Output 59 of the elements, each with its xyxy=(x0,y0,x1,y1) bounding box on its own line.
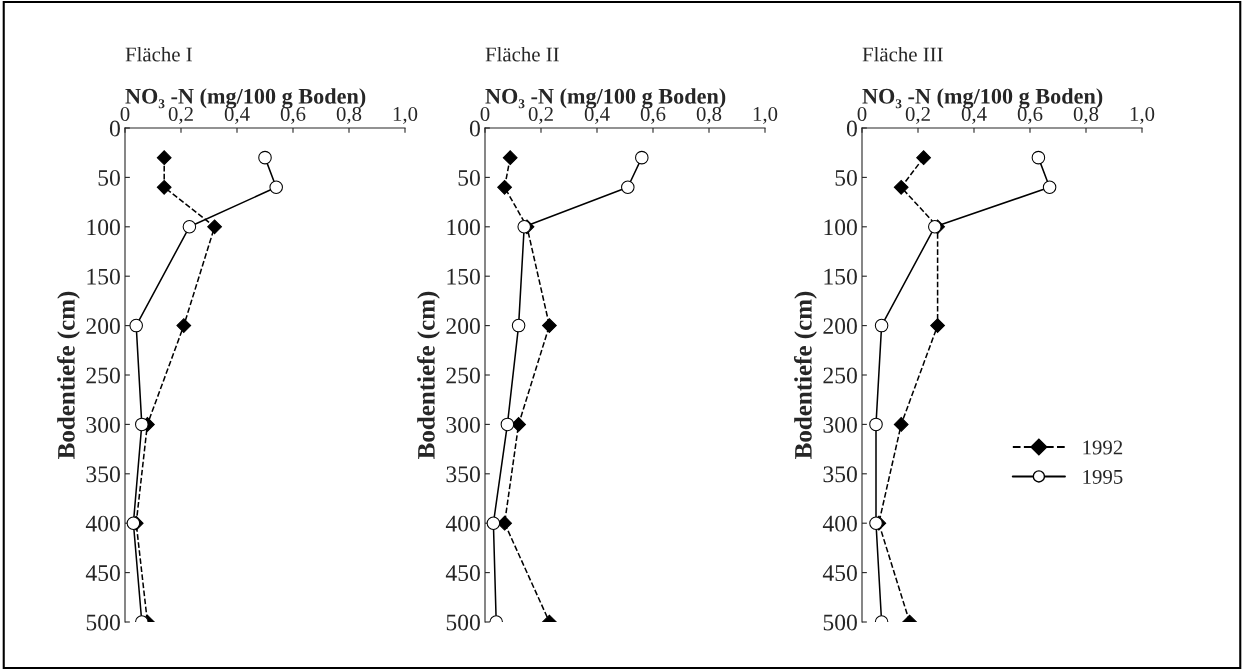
x-tick-label: 0,4 xyxy=(224,106,250,124)
y-tick-label: 200 xyxy=(446,318,480,335)
y-tick-label: 0 xyxy=(846,120,857,137)
chart-title: Fläche III xyxy=(862,46,943,62)
y-tick-label: 450 xyxy=(822,565,857,582)
x-tick-label: 0,4 xyxy=(961,106,987,124)
x-tick-label: 0,8 xyxy=(696,106,722,124)
y-tick-label: 150 xyxy=(824,268,857,285)
y-tick-label: 350 xyxy=(86,466,120,483)
y-tick-label: 250 xyxy=(86,367,120,384)
y-tick-label: 100 xyxy=(87,219,120,236)
y-axis-title: Bodentiefe (cm) xyxy=(56,291,80,459)
x-tick-label: 0,8 xyxy=(1073,106,1099,124)
y-tick-label: 450 xyxy=(85,565,120,582)
y-tick-label: 0 xyxy=(109,120,120,137)
x-tick-label: 1,0 xyxy=(753,106,778,124)
chart-title: Fläche II xyxy=(485,46,559,62)
y-tick-label: 300 xyxy=(823,416,857,433)
x-tick-label: 0 xyxy=(120,106,130,121)
x-tick-label: 0,2 xyxy=(168,106,193,124)
y-tick-label: 150 xyxy=(87,268,120,285)
x-tick-label: 0,6 xyxy=(640,106,666,124)
x-tick-label: 0 xyxy=(480,106,490,121)
y-tick-label: 500 xyxy=(446,614,480,631)
x-tick-label: 1,0 xyxy=(393,106,418,124)
y-tick-label: 450 xyxy=(445,565,480,582)
legend-label: 1992 xyxy=(1083,440,1123,455)
y-axis-title: Bodentiefe (cm) xyxy=(416,291,440,459)
y-tick-label: 100 xyxy=(824,219,857,236)
x-tick-label: 1,0 xyxy=(1130,106,1155,124)
y-tick-label: 50 xyxy=(98,169,120,186)
y-tick-label: 250 xyxy=(446,367,480,384)
y-tick-label: 500 xyxy=(86,614,120,631)
x-tick-label: 0,8 xyxy=(336,106,362,124)
x-tick-label: 0,6 xyxy=(280,106,306,124)
y-axis-title: Bodentiefe (cm) xyxy=(793,291,817,459)
x-tick-label: 0,2 xyxy=(905,106,930,124)
x-tick-label: 0,6 xyxy=(1017,106,1043,124)
y-tick-label: 350 xyxy=(446,466,480,483)
chart-title: Fläche I xyxy=(125,46,192,62)
y-tick-label: 50 xyxy=(458,169,480,186)
y-tick-label: 300 xyxy=(446,416,480,433)
y-tick-label: 200 xyxy=(86,318,120,335)
y-tick-label: 400 xyxy=(85,515,120,532)
x-tick-label: 0,4 xyxy=(584,106,610,124)
y-tick-label: 300 xyxy=(86,416,120,433)
y-tick-label: 250 xyxy=(823,367,857,384)
y-tick-label: 100 xyxy=(447,219,480,236)
y-tick-label: 400 xyxy=(445,515,480,532)
y-tick-label: 50 xyxy=(835,169,857,186)
y-tick-label: 0 xyxy=(469,120,480,137)
y-tick-label: 150 xyxy=(447,268,480,285)
y-tick-label: 200 xyxy=(823,318,857,335)
x-tick-label: 0,2 xyxy=(528,106,553,124)
x-tick-label: 0 xyxy=(857,106,867,121)
y-tick-label: 500 xyxy=(823,614,857,631)
y-tick-label: 350 xyxy=(823,466,857,483)
legend-label: 1995 xyxy=(1083,469,1123,484)
y-tick-label: 400 xyxy=(822,515,857,532)
